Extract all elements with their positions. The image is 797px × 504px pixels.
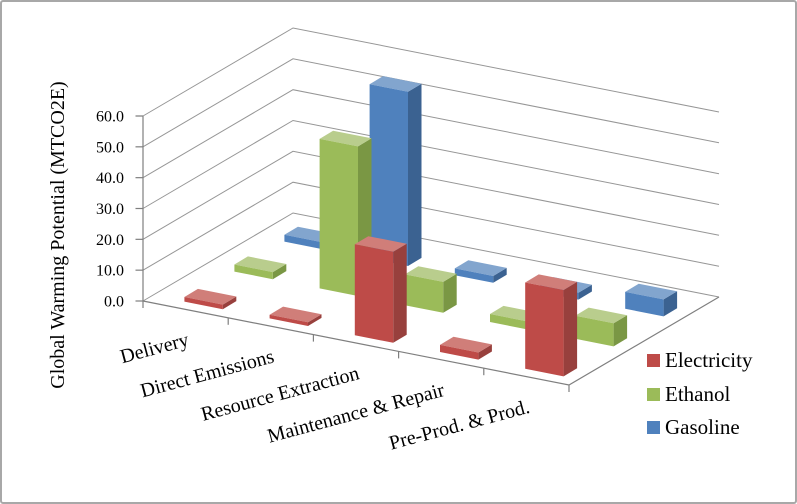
bar-gasoline-pre-prod-prod <box>625 283 678 317</box>
legend-item-gasoline: Gasoline <box>647 415 740 439</box>
legend-item-electricity: Electricity <box>647 348 753 372</box>
legend-item-ethanol: Ethanol <box>647 382 730 406</box>
y-tick-label: 30.0 <box>96 201 124 218</box>
axes <box>135 115 720 392</box>
bar-gasoline-resource-extraction <box>454 260 507 283</box>
y-tick-label: 10.0 <box>96 263 124 280</box>
gridline <box>142 89 720 179</box>
legend: Electricity Ethanol Gasoline <box>647 348 753 439</box>
y-tick-label: 40.0 <box>96 170 124 187</box>
y-tick-label: 60.0 <box>96 109 124 126</box>
legend-swatch-electricity-icon <box>647 354 660 367</box>
bar-ethanol-delivery <box>234 256 287 280</box>
legend-label-ethanol: Ethanol <box>665 382 730 406</box>
bar-electricity-pre-prod-prod <box>525 274 578 377</box>
gridline <box>142 181 720 271</box>
category-label: Delivery <box>118 329 191 368</box>
y-tick-label: 50.0 <box>96 139 124 156</box>
gridline <box>142 212 720 302</box>
gridline <box>142 58 720 148</box>
legend-swatch-gasoline-icon <box>647 421 660 434</box>
legend-label-electricity: Electricity <box>665 348 753 372</box>
y-tick-label: 20.0 <box>96 232 124 249</box>
bar-ethanol-pre-prod-prod <box>575 307 628 347</box>
y-axis-title: Global Warming Potential (MTCO2E) <box>47 81 69 388</box>
y-axis-tick-labels: 0.0 10.0 20.0 30.0 40.0 50.0 60.0 <box>96 109 124 311</box>
bar-electricity-maintenance-repair <box>440 336 492 360</box>
bar-electricity-delivery <box>184 288 237 310</box>
bar-gasoline-direct-emissions <box>369 76 422 266</box>
gridline <box>142 150 720 240</box>
bar-electricity-direct-emissions <box>269 306 322 326</box>
bar-electricity-resource-extraction <box>354 236 407 343</box>
bar-ethanol-resource-extraction <box>404 266 457 313</box>
legend-swatch-ethanol-icon <box>647 388 660 401</box>
legend-label-gasoline: Gasoline <box>665 415 740 439</box>
y-tick-label: 0.0 <box>104 294 124 311</box>
gridlines <box>142 27 720 302</box>
bars <box>184 76 678 377</box>
gridline <box>142 27 720 117</box>
gridline <box>142 119 720 209</box>
